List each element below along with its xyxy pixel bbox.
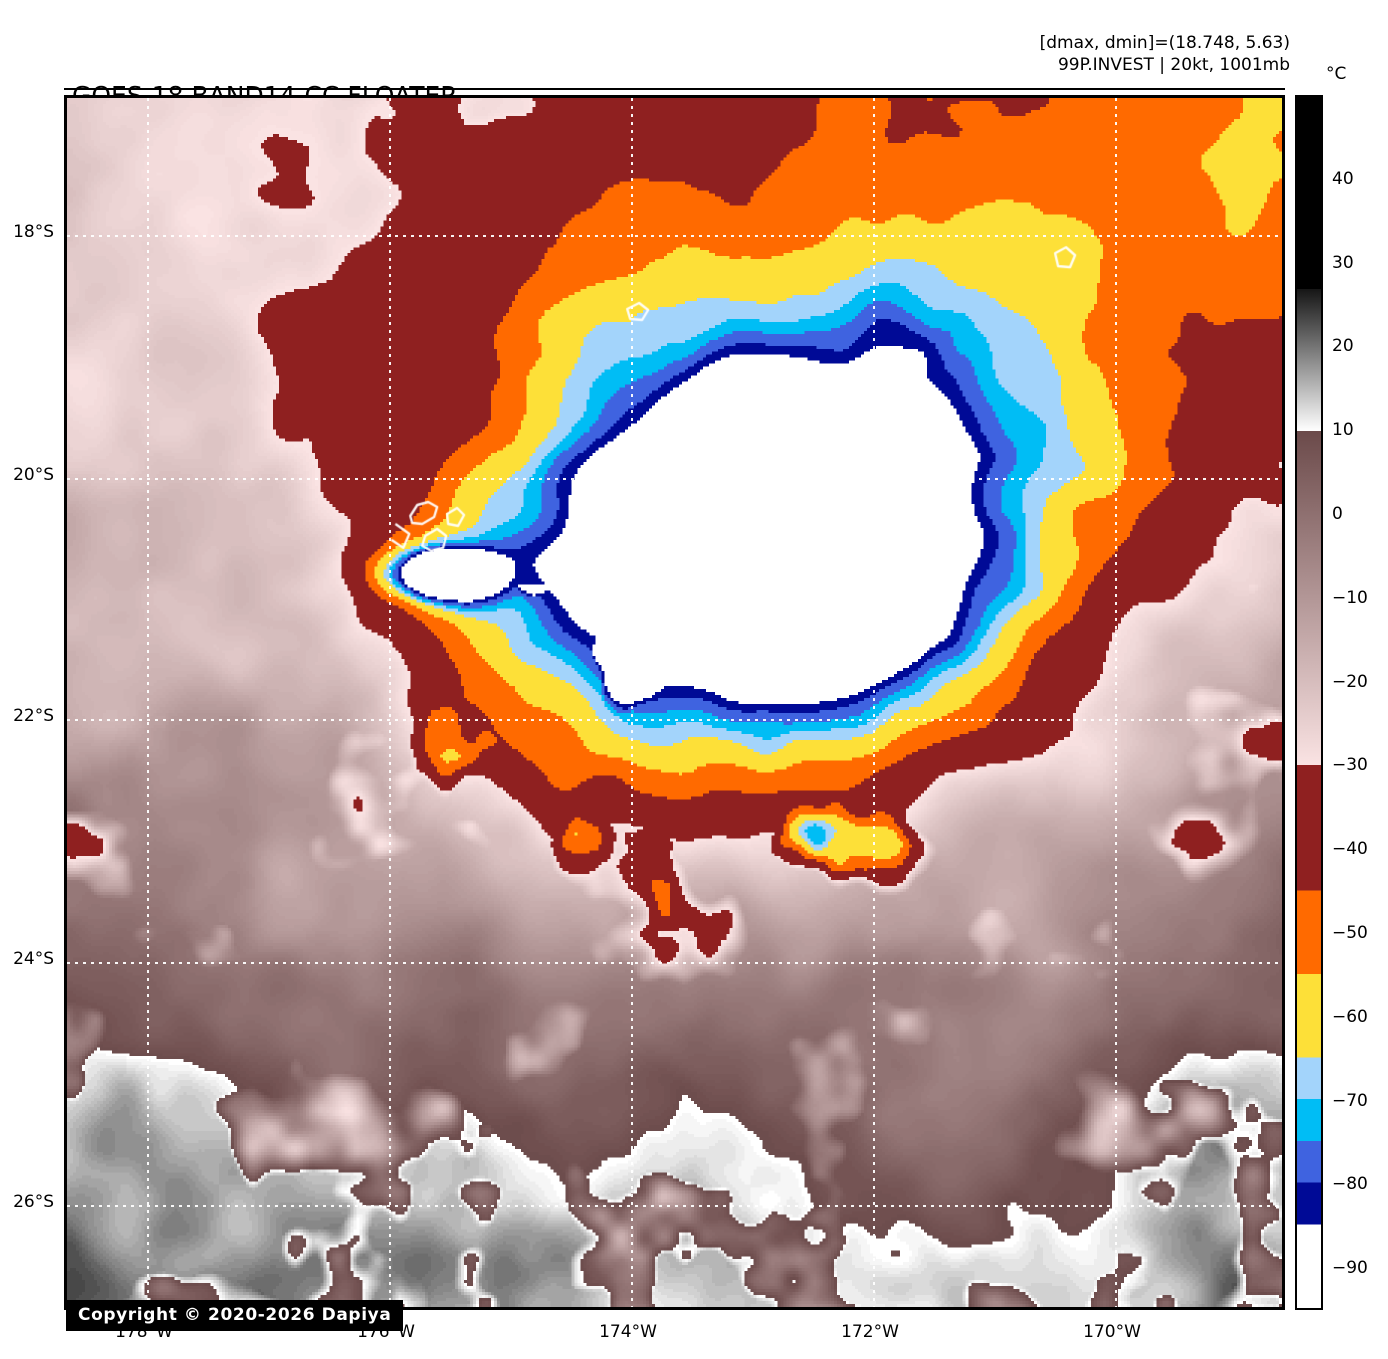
- colorbar-tick-neg10: −10: [1332, 587, 1368, 608]
- colorbar-tick-10: 10: [1332, 420, 1354, 441]
- dminmax-label: [dmax, dmin]=(18.748, 5.63): [1039, 33, 1290, 53]
- lat-tick-20S: 20°S: [13, 465, 54, 485]
- gridline-lon: [873, 98, 875, 1307]
- colorbar-tick-neg40: −40: [1332, 839, 1368, 860]
- lat-tick-22S: 22°S: [13, 706, 54, 726]
- colorbar-tick-20: 20: [1332, 336, 1354, 357]
- header-meta-block: [dmax, dmin]=(18.748, 5.63) 99P.INVEST |…: [1040, 32, 1290, 76]
- colorbar-tick-neg60: −60: [1332, 1006, 1368, 1027]
- colorbar-tick-neg20: −20: [1332, 671, 1368, 692]
- colorbar-tick-0: 0: [1332, 503, 1343, 524]
- copyright-banner: Copyright © 2020-2026 Dapiya: [66, 1300, 404, 1331]
- header-divider: [64, 88, 1285, 90]
- lat-tick-18S: 18°S: [13, 222, 54, 242]
- colorbar-gradient: [1297, 97, 1321, 1308]
- gridline-lon: [389, 98, 391, 1307]
- gridline-lat: [67, 235, 1282, 237]
- colorbar-tick-neg50: −50: [1332, 922, 1368, 943]
- lat-tick-24S: 24°S: [13, 949, 54, 969]
- colorbar-tick-40: 40: [1332, 168, 1354, 189]
- ir-imagery-plot[interactable]: [64, 95, 1285, 1310]
- lon-tick-170W: 170°W: [1083, 1322, 1141, 1342]
- gridline-lon: [631, 98, 633, 1307]
- gridline-lat: [67, 1205, 1282, 1207]
- gridline-lon: [147, 98, 149, 1307]
- colorbar-tick-30: 30: [1332, 252, 1354, 273]
- lat-tick-26S: 26°S: [13, 1192, 54, 1212]
- gridline-lat: [67, 962, 1282, 964]
- colorbar-unit-label: °C: [1326, 64, 1347, 84]
- lon-tick-172W: 172°W: [841, 1322, 899, 1342]
- lon-tick-174W: 174°W: [599, 1322, 657, 1342]
- gridline-lon: [1115, 98, 1117, 1307]
- gridline-lat: [67, 719, 1282, 721]
- gridline-lat: [67, 478, 1282, 480]
- colorbar-tick-neg30: −30: [1332, 755, 1368, 776]
- colorbar-tick-neg70: −70: [1332, 1090, 1368, 1111]
- ir-satellite-canvas: [67, 98, 1282, 1307]
- colorbar-tick-neg80: −80: [1332, 1174, 1368, 1195]
- temperature-colorbar[interactable]: [1295, 95, 1323, 1310]
- colorbar-tick-neg90: −90: [1332, 1258, 1368, 1279]
- storm-info-label: 99P.INVEST | 20kt, 1001mb: [1057, 55, 1290, 75]
